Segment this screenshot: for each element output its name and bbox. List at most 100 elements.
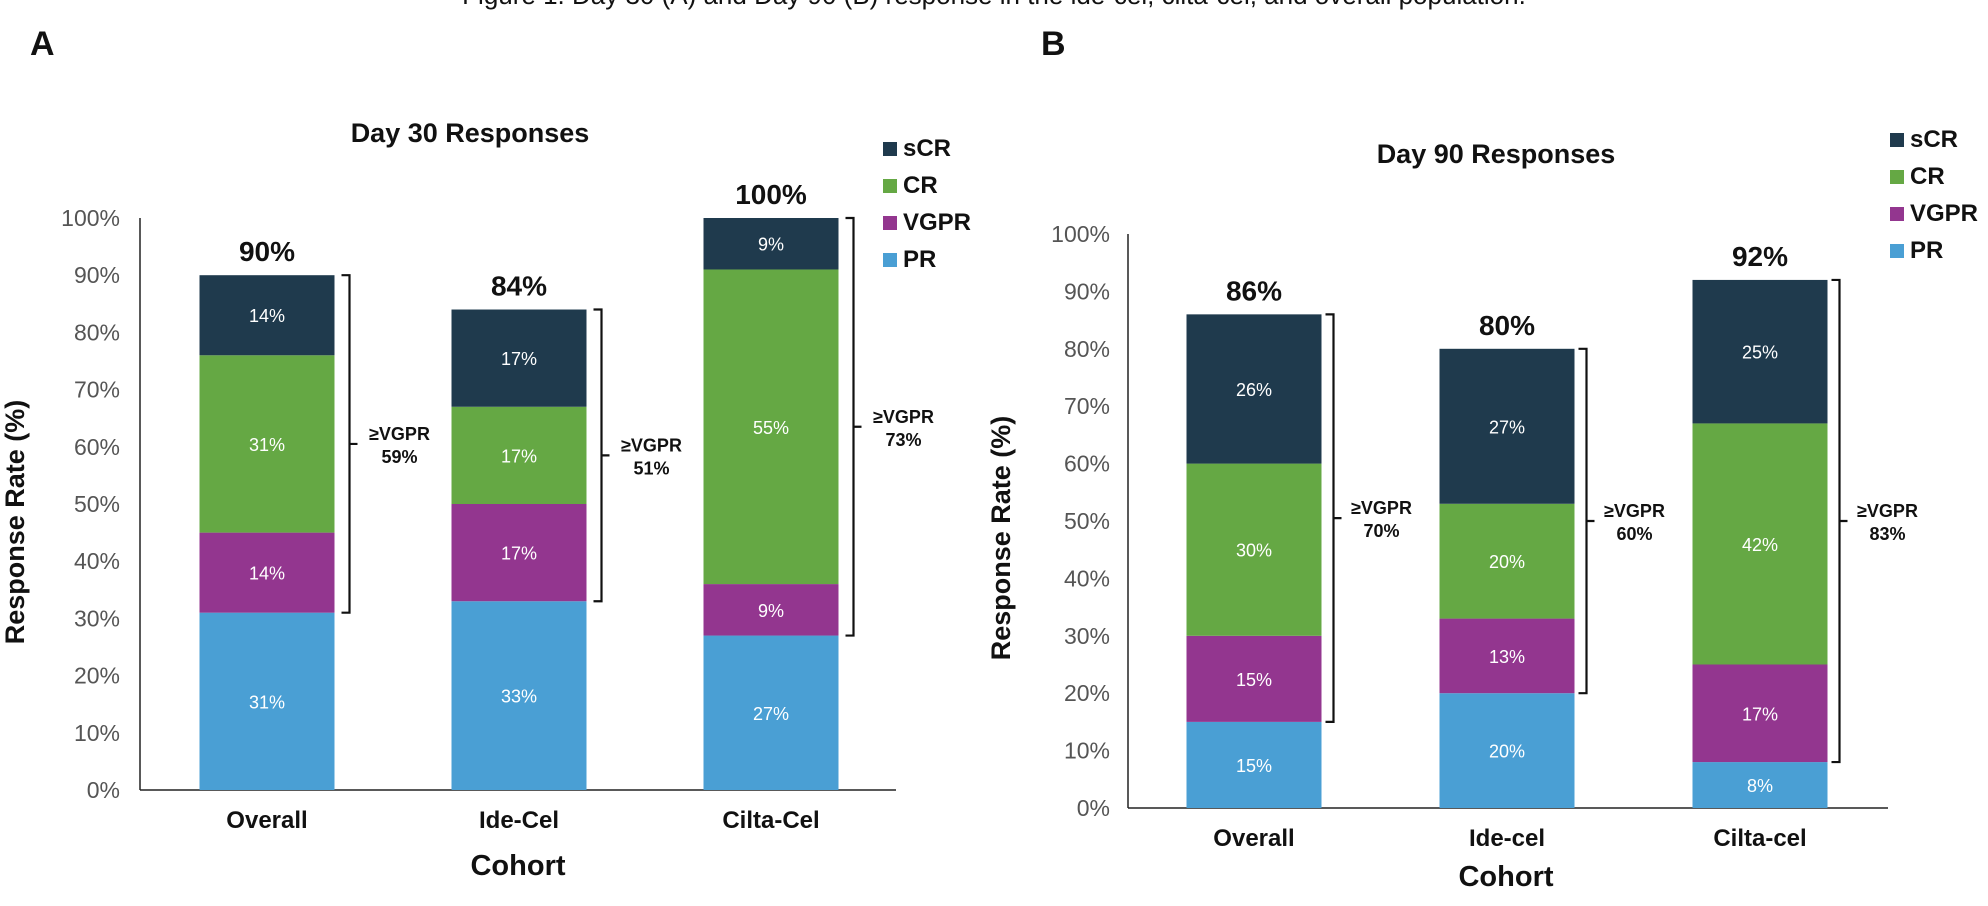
data-label-cr: 30% [1236, 541, 1272, 561]
bar-total-label: 80% [1479, 310, 1535, 341]
data-label-pr: 15% [1236, 756, 1272, 776]
bar-segment-vgpr [1439, 618, 1575, 694]
y-tick-label: 20% [1064, 680, 1110, 706]
bar-segment-pr [451, 601, 587, 790]
legend-swatch-pr [1890, 244, 1904, 258]
vgpr-bracket [845, 216, 862, 637]
x-axis-title: Cohort [1458, 861, 1553, 893]
data-label-scr: 14% [249, 306, 285, 326]
legend-label-scr: sCR [1910, 126, 1958, 153]
legend-label-pr: PR [903, 246, 936, 273]
bar-segment-cr [1692, 423, 1828, 665]
legend-label-cr: CR [903, 172, 938, 199]
bar-segment-vgpr [1186, 635, 1322, 722]
bar-segment-vgpr [1692, 664, 1828, 763]
legend-swatch-vgpr [883, 216, 897, 230]
chart-title: Day 90 Responses [1377, 139, 1616, 169]
chart-title: Day 30 Responses [351, 118, 590, 148]
legend-swatch-vgpr [1890, 207, 1904, 221]
legend-label-cr: CR [1910, 163, 1945, 190]
y-tick-label: 50% [74, 491, 120, 517]
bar-segment-pr [199, 612, 335, 790]
data-label-scr: 9% [758, 235, 784, 255]
vgpr-bracket-label: ≥VGPR [1604, 501, 1665, 521]
data-label-cr: 55% [753, 418, 789, 438]
panel-letter: B [1041, 25, 1066, 63]
y-tick-label: 80% [74, 319, 120, 345]
bar-total-label: 100% [735, 179, 807, 210]
vgpr-bracket-label: ≥VGPR [873, 407, 934, 427]
legend-swatch-scr [1890, 133, 1904, 147]
bar-segment-scr [1692, 279, 1828, 424]
y-tick-label: 30% [74, 605, 120, 631]
legend-swatch-scr [883, 142, 897, 156]
data-label-vgpr: 13% [1489, 647, 1525, 667]
data-label-scr: 27% [1489, 417, 1525, 437]
data-label-vgpr: 17% [1742, 704, 1778, 724]
bar-segment-cr [703, 269, 839, 585]
data-label-pr: 8% [1747, 776, 1773, 796]
x-tick-label: Overall [1213, 825, 1294, 852]
bar-segment-scr [199, 275, 335, 356]
vgpr-bracket [1578, 347, 1595, 695]
y-tick-label: 0% [87, 777, 120, 803]
figure-caption: Figure 1. Day 30 (A) and Day 90 (B) resp… [0, 0, 1988, 11]
x-tick-label: Ide-Cel [479, 807, 559, 834]
vgpr-bracket-label: ≥VGPR [621, 435, 682, 455]
bar-total-label: 86% [1226, 275, 1282, 306]
vgpr-bracket-label: ≥VGPR [369, 424, 430, 444]
y-tick-label: 40% [1064, 565, 1110, 591]
y-axis-title: Response Rate (%) [986, 416, 1016, 661]
y-tick-label: 80% [1064, 336, 1110, 362]
bar-segment-vgpr [703, 584, 839, 636]
vgpr-bracket-value: 51% [633, 458, 669, 478]
data-label-pr: 20% [1489, 742, 1525, 762]
bar-segment-cr [199, 355, 335, 533]
vgpr-bracket-value: 83% [1869, 524, 1905, 544]
bar-total-label: 92% [1732, 241, 1788, 272]
vgpr-bracket [341, 274, 358, 614]
bar-segment-pr [1692, 762, 1828, 808]
data-label-cr: 31% [249, 435, 285, 455]
vgpr-bracket [593, 308, 610, 603]
legend-swatch-cr [1890, 170, 1904, 184]
y-tick-label: 10% [74, 720, 120, 746]
vgpr-bracket-value: 59% [381, 447, 417, 467]
data-label-vgpr: 9% [758, 601, 784, 621]
y-tick-label: 0% [1077, 795, 1110, 821]
legend-label-vgpr: VGPR [903, 209, 971, 236]
legend-label-pr: PR [1910, 237, 1943, 264]
bar-total-label: 84% [491, 271, 547, 302]
vgpr-bracket-value: 70% [1363, 521, 1399, 541]
panel-letter: A [30, 25, 55, 63]
data-label-pr: 31% [249, 692, 285, 712]
bar-segment-scr [1186, 314, 1322, 464]
vgpr-bracket-value: 60% [1616, 524, 1652, 544]
vgpr-bracket [1325, 313, 1342, 723]
vgpr-bracket-label: ≥VGPR [1857, 501, 1918, 521]
y-tick-label: 40% [74, 548, 120, 574]
vgpr-bracket-value: 73% [885, 430, 921, 450]
data-label-vgpr: 14% [249, 564, 285, 584]
y-tick-label: 20% [74, 663, 120, 689]
data-label-cr: 17% [501, 446, 537, 466]
bar-segment-cr [451, 406, 587, 504]
data-label-cr: 20% [1489, 552, 1525, 572]
bar-segment-vgpr [199, 532, 335, 613]
y-tick-label: 10% [1064, 738, 1110, 764]
data-label-vgpr: 17% [501, 544, 537, 564]
x-tick-label: Cilta-Cel [722, 807, 819, 834]
x-tick-label: Overall [226, 807, 307, 834]
y-tick-label: 90% [1064, 278, 1110, 304]
y-axis-title: Response Rate (%) [0, 400, 30, 645]
legend-swatch-pr [883, 253, 897, 267]
bar-segment-scr [451, 309, 587, 407]
bar-segment-scr [703, 218, 839, 270]
y-tick-label: 70% [1064, 393, 1110, 419]
y-tick-label: 30% [1064, 623, 1110, 649]
chart-panel-a: A Day 30 Responses 0% 10% 20% 30% 40% 50% 60% 70%… [0, 25, 971, 882]
x-axis-title: Cohort [470, 850, 565, 882]
data-label-vgpr: 15% [1236, 670, 1272, 690]
legend-label-scr: sCR [903, 135, 951, 162]
